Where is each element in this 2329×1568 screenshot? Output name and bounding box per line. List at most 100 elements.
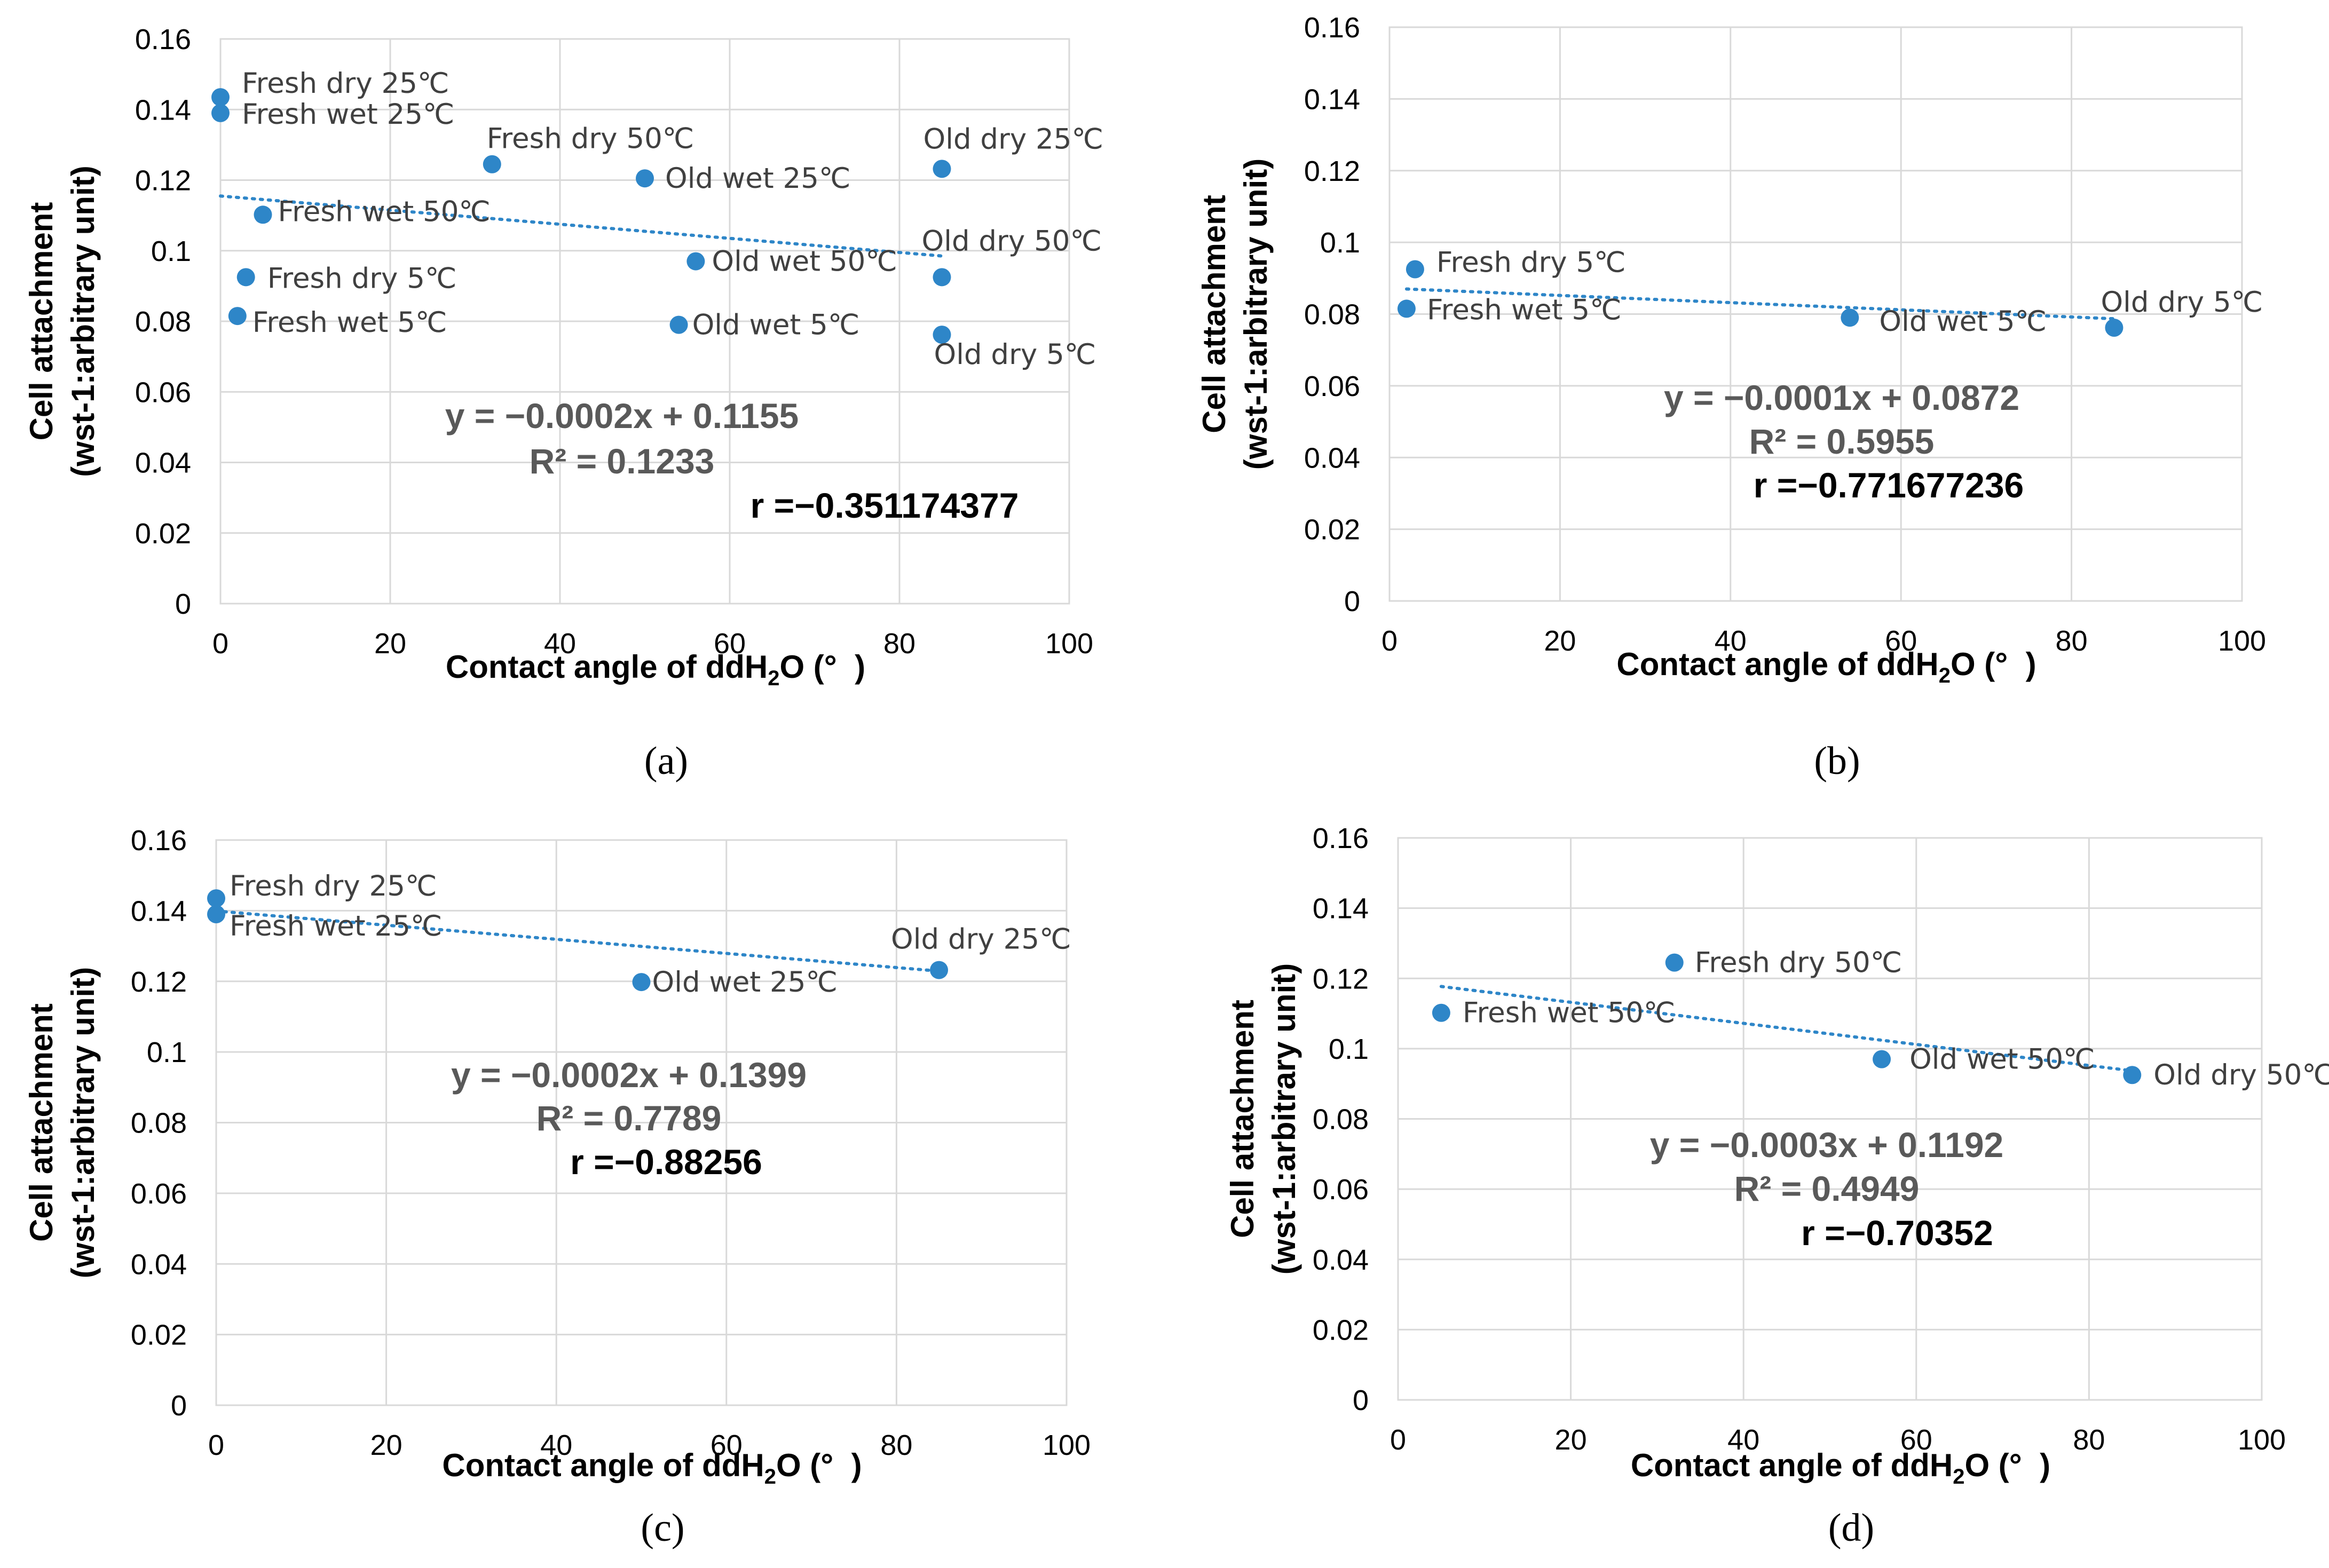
- y-tick-label: 0.16: [1304, 12, 1360, 44]
- data-point-label: Fresh wet 5℃: [252, 306, 447, 339]
- panel-label: (b): [1814, 739, 1860, 783]
- data-point: [1873, 1050, 1891, 1068]
- y-tick-label: 0.04: [131, 1248, 187, 1280]
- x-tick-label: 80: [883, 628, 915, 660]
- trendline: [219, 194, 944, 258]
- x-axis-title: Contact angle of ddH2O (° ): [442, 1447, 862, 1488]
- trendline: [215, 909, 941, 973]
- plot-frame: [219, 38, 1070, 605]
- y-axis-title-line2: (wst-1:arbitrary unit): [1238, 159, 1274, 470]
- y-tick-label: 0.06: [135, 376, 191, 408]
- y-tick-label: 0.14: [131, 895, 187, 927]
- data-point: [1841, 308, 1859, 327]
- r-squared-value: R² = 0.1233: [530, 441, 715, 481]
- x-tick-label: 100: [1043, 1429, 1091, 1461]
- data-point: [1397, 299, 1416, 318]
- data-point-label: Fresh dry 25℃: [242, 67, 449, 100]
- x-axis-title: Contact angle of ddH2O (° ): [1616, 646, 2036, 687]
- data-point: [2105, 319, 2123, 337]
- y-tick-label: 0.02: [131, 1319, 187, 1351]
- correlation-coefficient: r =−0.351174377: [751, 486, 1019, 525]
- data-point: [686, 252, 705, 271]
- y-axis-title-line2: (wst-1:arbitrary unit): [65, 967, 101, 1278]
- data-point: [933, 160, 951, 178]
- data-point-label: Old wet 25℃: [665, 162, 850, 195]
- x-tick-label: 0: [212, 628, 228, 660]
- chart-panel-c: 0 0.02 0.04 0.06 0.08 0.1 0.12 0.14 0.16 0 20 40 60 8…: [23, 825, 1091, 1550]
- data-point: [636, 169, 654, 188]
- y-axis-title-line1: Cell attachment: [1225, 1000, 1260, 1238]
- data-point: [207, 905, 225, 923]
- data-point-label: Old dry 50℃: [922, 225, 1102, 257]
- y-tick-label: 0: [171, 1390, 187, 1422]
- y-tick-label: 0.04: [1313, 1244, 1369, 1276]
- trendline: [1404, 287, 2116, 321]
- y-tick-label: 0.02: [1313, 1314, 1369, 1346]
- x-tick-label: 100: [1045, 628, 1093, 660]
- plot-frame: [215, 839, 1068, 1406]
- x-tick-label: 60: [714, 628, 746, 660]
- correlation-coefficient: r =−0.88256: [570, 1142, 762, 1182]
- data-point-label: Old wet 50℃: [712, 246, 897, 278]
- data-point-label: Fresh dry 5℃: [1436, 247, 1626, 279]
- y-tick-label: 0.06: [1313, 1174, 1369, 1206]
- y-tick-label: 0.12: [135, 165, 191, 197]
- chart-panel-a: 0 0.02 0.04 0.06 0.08 0.1 0.12 0.14 0.16 0 20 40 60 8…: [23, 23, 1103, 783]
- y-tick-label: 0.1: [1329, 1033, 1369, 1065]
- data-point: [483, 155, 501, 173]
- y-axis-title-line1: Cell attachment: [23, 202, 59, 441]
- y-tick-label: 0.1: [147, 1036, 187, 1068]
- chart-panel-b: 0 0.02 0.04 0.06 0.08 0.1 0.12 0.14 0.16 0 20 40 60 8…: [1196, 12, 2266, 783]
- y-tick-label: 0.08: [131, 1107, 187, 1139]
- plot-frame: [1397, 837, 2263, 1401]
- x-tick-label: 0: [1381, 625, 1398, 657]
- data-point: [632, 973, 651, 992]
- panel-label: (d): [1828, 1506, 1874, 1550]
- x-tick-label: 80: [2073, 1424, 2105, 1456]
- x-tick-label: 80: [880, 1429, 912, 1461]
- data-point-label: Fresh wet 25℃: [242, 98, 454, 131]
- y-axis-title-line1: Cell attachment: [1196, 195, 1232, 433]
- panel-label: (c): [641, 1506, 684, 1550]
- data-point: [669, 315, 688, 334]
- x-tick-label: 0: [1390, 1424, 1406, 1456]
- data-point-label: Fresh wet 5℃: [1427, 294, 1622, 326]
- y-tick-label: 0.08: [135, 306, 191, 338]
- data-point: [2123, 1066, 2142, 1084]
- y-tick-label: 0.06: [131, 1178, 187, 1210]
- data-point-label: Fresh dry 50℃: [1695, 947, 1902, 979]
- r-squared-value: R² = 0.7789: [536, 1098, 722, 1138]
- x-tick-label: 80: [2056, 625, 2088, 657]
- data-point: [236, 268, 255, 287]
- regression-equation: y = −0.0003x + 0.1192: [1650, 1125, 2003, 1165]
- data-point-label: Old dry 25℃: [891, 923, 1071, 956]
- y-tick-label: 0.1: [151, 235, 191, 267]
- y-axis-title-line2: (wst-1:arbitrary unit): [65, 165, 101, 477]
- data-point: [207, 889, 225, 908]
- data-point-label: Old wet 5℃: [1879, 305, 2047, 338]
- y-tick-label: 0.12: [1304, 155, 1360, 187]
- y-axis-title: Cell attachment (wst-1:arbitrary unit): [1225, 963, 1302, 1274]
- y-tick-label: 0.04: [135, 447, 191, 479]
- x-tick-label: 20: [374, 628, 406, 660]
- y-axis-title: Cell attachment (wst-1:arbitrary unit): [23, 967, 101, 1278]
- regression-equation: y = −0.0002x + 0.1155: [445, 396, 799, 435]
- y-tick-label: 0.08: [1304, 299, 1360, 331]
- data-point-label: Fresh dry 5℃: [267, 262, 457, 295]
- data-point: [211, 104, 230, 122]
- chart-panel-d: 0 0.02 0.04 0.06 0.08 0.1 0.12 0.14 0.16 0 20 40 60 8…: [1225, 822, 2329, 1550]
- plot-frame: [1388, 26, 2243, 602]
- data-point-label: Fresh wet 50℃: [278, 195, 491, 228]
- data-point-label: Old dry 5℃: [2101, 286, 2263, 319]
- data-point-label: Fresh dry 50℃: [487, 123, 694, 155]
- y-tick-label: 0.1: [1320, 227, 1360, 259]
- y-tick-label: 0.16: [131, 825, 187, 857]
- y-tick-label: 0.14: [135, 94, 191, 126]
- data-point: [933, 268, 951, 287]
- y-tick-label: 0.08: [1313, 1104, 1369, 1136]
- y-tick-label: 0.02: [135, 518, 191, 550]
- x-tick-label: 60: [1885, 625, 1917, 657]
- x-tick-label: 20: [1555, 1424, 1587, 1456]
- y-tick-label: 0: [1344, 585, 1360, 617]
- x-tick-label: 40: [1727, 1424, 1759, 1456]
